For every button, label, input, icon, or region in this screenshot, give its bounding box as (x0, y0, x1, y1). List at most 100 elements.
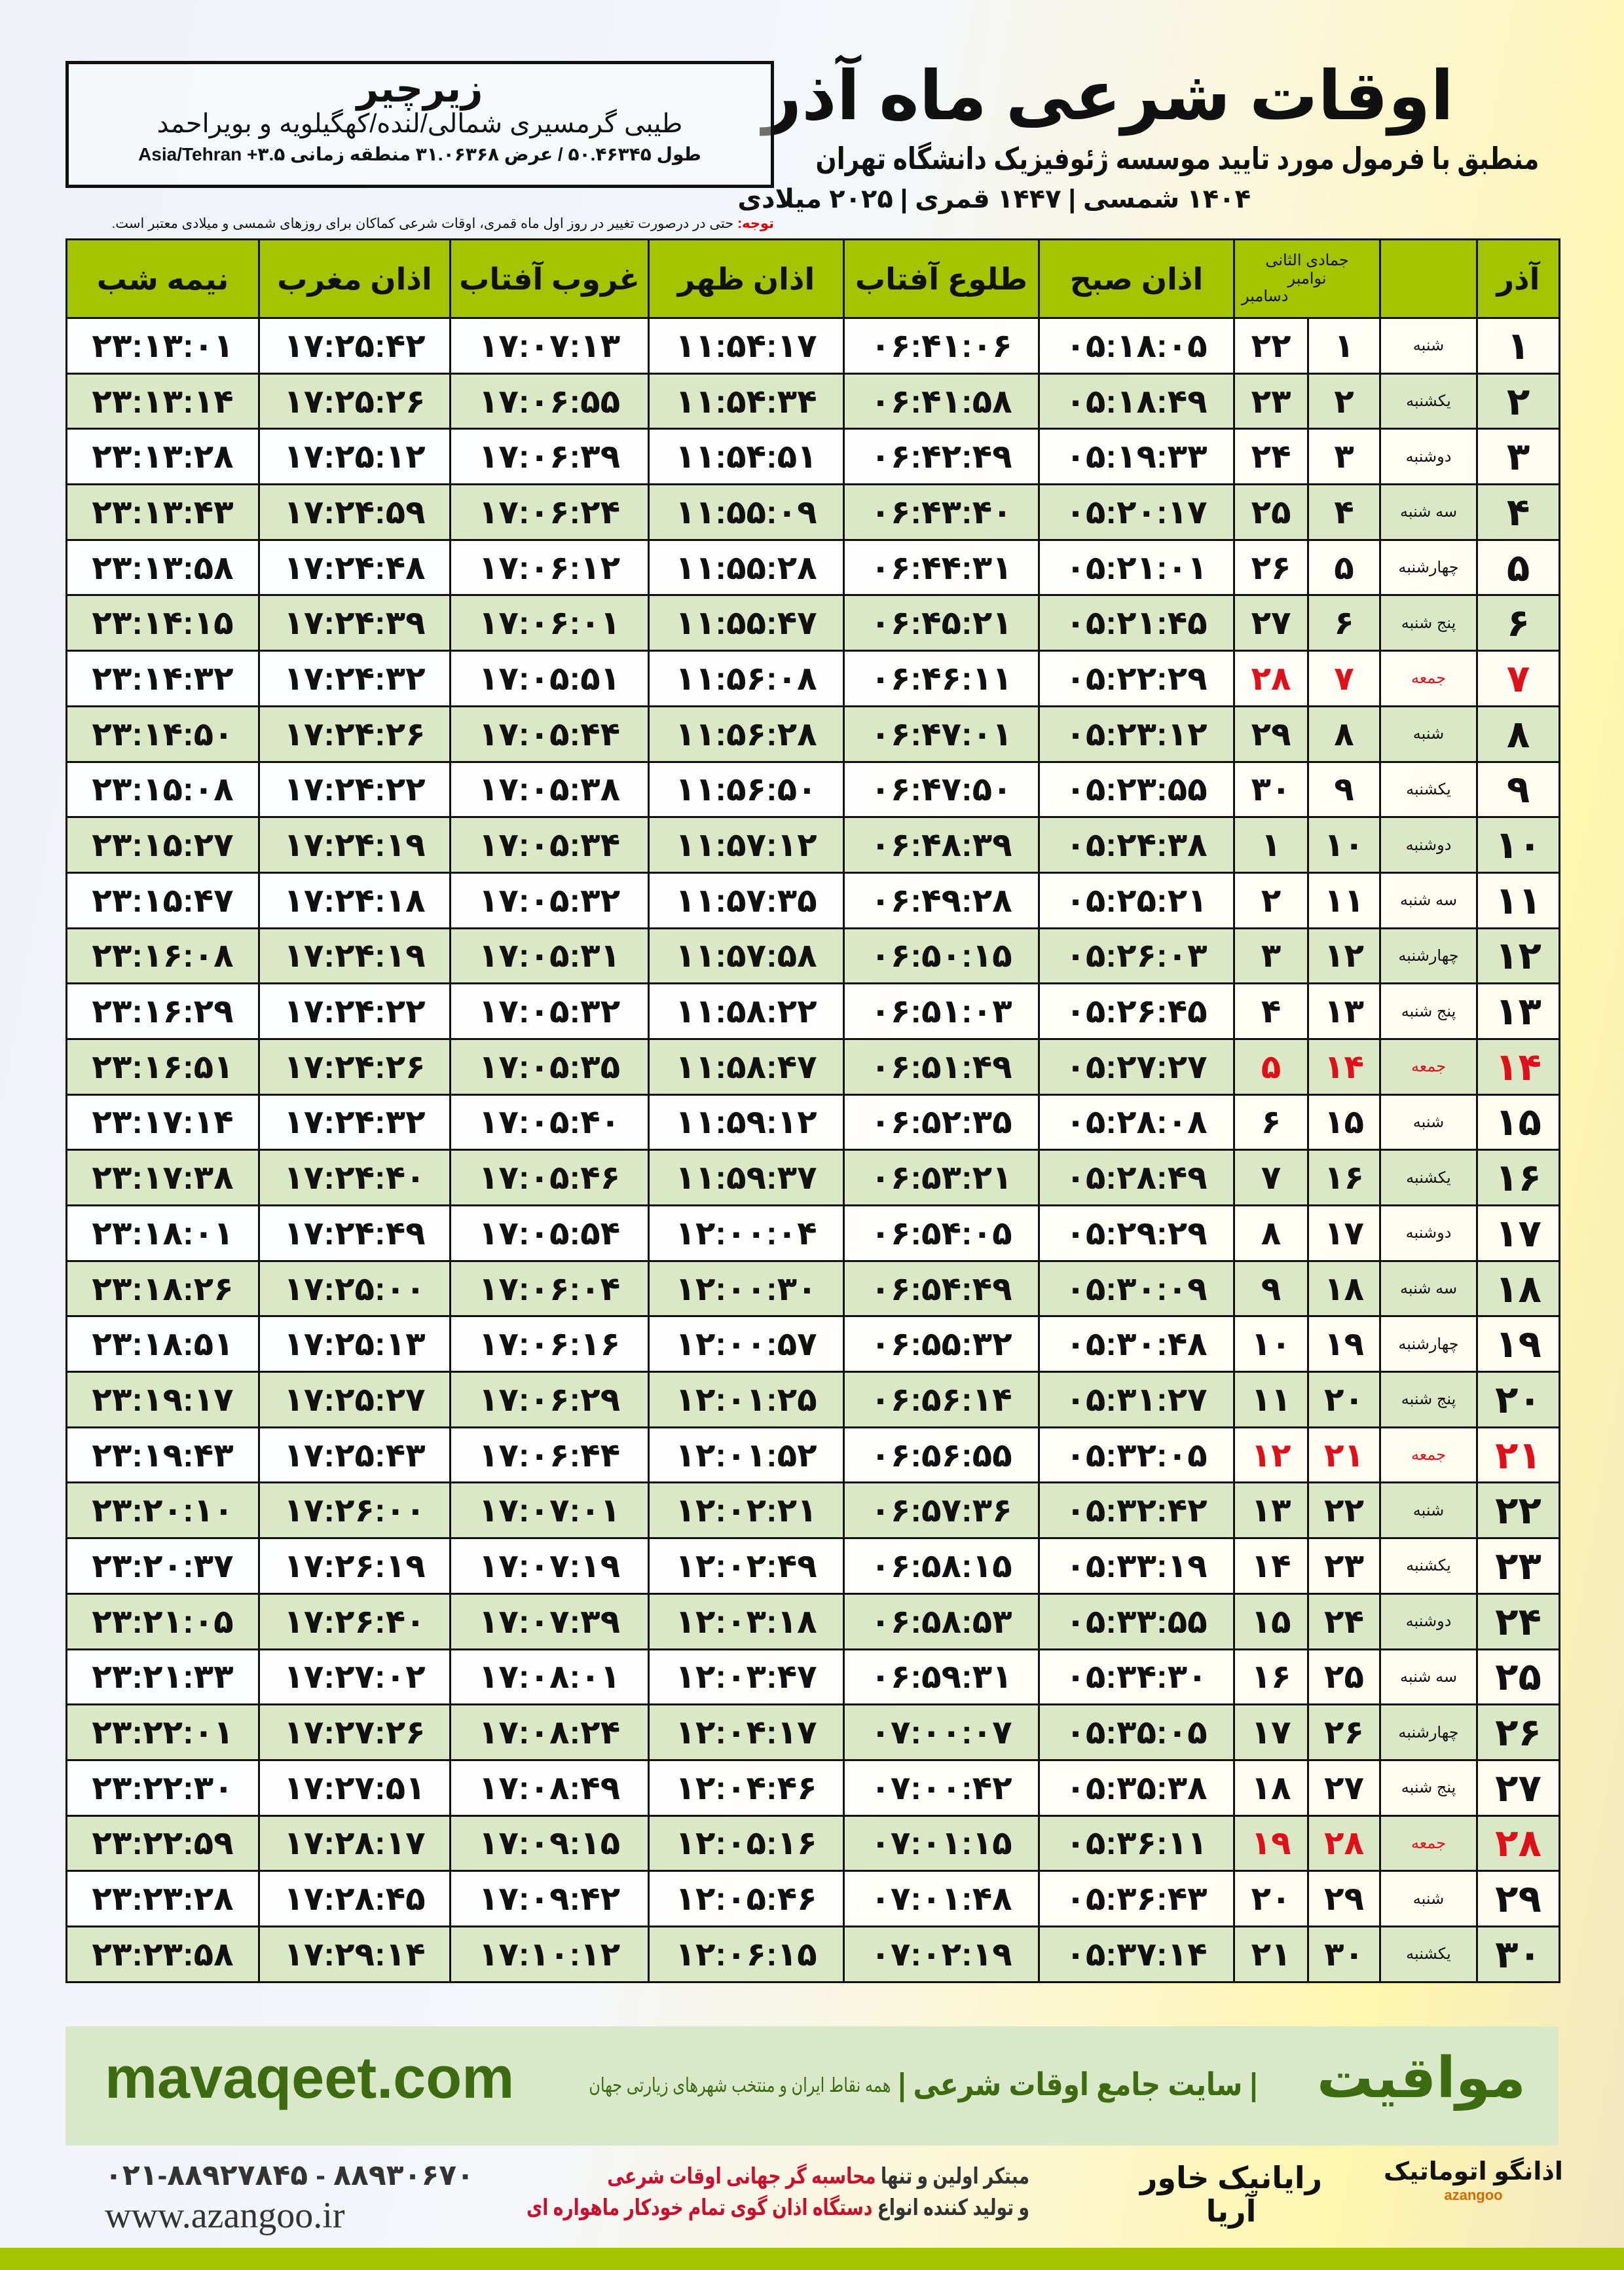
table-row: ۲۲ شنبه ۲۲ ۱۳ ۰۵:۳۲:۴۲ ۰۶:۵۷:۳۶ ۱۲:۰۲:۲۱ ۱۷:۰۷:… (65, 1481, 1561, 1540)
cell-fajr: ۰۵:۲۴:۳۸ (1038, 816, 1235, 874)
header-sunrise: طلوع آفتاب (843, 238, 1040, 319)
cell-weekday: شنبه (1379, 1481, 1479, 1540)
cell-sunrise: ۰۶:۵۸:۵۳ (843, 1592, 1040, 1650)
cell-day: ۲۱ (1476, 1426, 1561, 1484)
cell-midnight: ۲۳:۱۹:۱۷ (65, 1371, 260, 1428)
cell-dhuhr: ۱۲:۰۱:۵۲ (648, 1426, 845, 1484)
cell-fajr: ۰۵:۲۸:۴۹ (1038, 1149, 1235, 1206)
cell-day: ۲۴ (1476, 1592, 1561, 1650)
table-row: ۷ جمعه ۷ ۲۸ ۰۵:۲۲:۲۹ ۰۶:۴۶:۱۱ ۱۱:۵۶:۰۸ ۱۷:۰۵:۵۱… (65, 650, 1561, 707)
cell-dhuhr: ۱۱:۵۶:۵۰ (648, 760, 845, 819)
cell-sunset: ۱۷:۰۷:۳۹ (449, 1592, 650, 1650)
cell-midnight: ۲۳:۲۱:۰۵ (65, 1592, 260, 1650)
cell-sunset: ۱۷:۰۵:۳۸ (449, 760, 650, 819)
cell-day: ۱۷ (1476, 1204, 1561, 1262)
header-hijri: جمادی الثانی (1265, 251, 1349, 270)
cell-day: ۲۲ (1476, 1481, 1561, 1540)
cell-greg-day: ۷ (1232, 1149, 1310, 1206)
note-label: توجه: (737, 216, 774, 231)
table-row: ۱۳ پنج شنبه ۱۳ ۴ ۰۵:۲۶:۴۵ ۰۶:۵۱:۰۳ ۱۱:۵۸:۲۲ ۱۷:… (65, 982, 1561, 1040)
note: توجه: حتی در درصورت تغییر در روز اول ماه… (65, 216, 774, 231)
cell-dhuhr: ۱۲:۰۴:۱۷ (648, 1703, 845, 1761)
cell-greg-day: ۲۷ (1232, 594, 1310, 652)
cell-maghrib: ۱۷:۲۹:۱۴ (258, 1925, 451, 1983)
table-row: ۱۱ سه شنبه ۱۱ ۲ ۰۵:۲۵:۲۱ ۰۶:۴۹:۲۸ ۱۱:۵۷:۳۵ ۱۷:۰… (65, 871, 1561, 929)
cell-weekday: سه شنبه (1379, 1648, 1479, 1706)
cell-dhuhr: ۱۲:۰۶:۱۵ (648, 1925, 845, 1983)
cell-dhuhr: ۱۲:۰۵:۴۶ (648, 1870, 845, 1927)
cell-maghrib: ۱۷:۲۴:۴۹ (258, 1204, 451, 1262)
cell-dhuhr: ۱۲:۰۰:۵۷ (648, 1315, 845, 1373)
cell-hijri-day: ۱ (1307, 317, 1382, 375)
cell-greg-day: ۳۰ (1232, 760, 1310, 819)
cell-midnight: ۲۳:۱۷:۱۴ (65, 1093, 260, 1151)
cell-hijri-day: ۱۰ (1307, 816, 1382, 874)
cell-greg-day: ۲۹ (1232, 705, 1310, 763)
slogan: | سایت جامع اوقات شرعی | (898, 2068, 1257, 2102)
promo-text: مبتکر اولین و تنها محاسبه گر جهانی اوقات… (526, 2161, 1087, 2223)
cell-day: ۲۷ (1476, 1758, 1561, 1817)
site-link[interactable]: mavaqeet.com (105, 2045, 515, 2111)
table-row: ۲۹ شنبه ۲۹ ۲۰ ۰۵:۳۶:۴۳ ۰۷:۰۱:۴۸ ۱۲:۰۵:۴۶ ۱۷:۰۹:… (65, 1870, 1561, 1927)
cell-fajr: ۰۵:۳۴:۳۰ (1038, 1648, 1235, 1706)
header-hijri-greg: جمادی الثانی نوامبر دسامبر (1232, 238, 1382, 319)
cell-greg-day: ۱۹ (1232, 1814, 1310, 1872)
cell-maghrib: ۱۷:۲۴:۳۹ (258, 594, 451, 652)
cell-midnight: ۲۳:۱۷:۳۸ (65, 1149, 260, 1206)
cell-sunrise: ۰۶:۴۷:۵۰ (843, 760, 1040, 819)
table-row: ۵ چهارشنبه ۵ ۲۶ ۰۵:۲۱:۰۱ ۰۶:۴۴:۳۱ ۱۱:۵۵:۲۸ ۱۷:۰… (65, 538, 1561, 597)
cell-hijri-day: ۸ (1307, 705, 1382, 763)
table-row: ۲۵ سه شنبه ۲۵ ۱۶ ۰۵:۳۴:۳۰ ۰۶:۵۹:۳۱ ۱۲:۰۳:۴۷ ۱۷:… (65, 1648, 1561, 1706)
cell-greg-day: ۲۴ (1232, 428, 1310, 486)
cell-sunrise: ۰۶:۴۷:۰۱ (843, 705, 1040, 763)
cell-dhuhr: ۱۲:۰۴:۴۶ (648, 1758, 845, 1817)
cell-maghrib: ۱۷:۲۴:۴۰ (258, 1149, 451, 1206)
cell-hijri-day: ۳۰ (1307, 1925, 1382, 1983)
cell-day: ۱۰ (1476, 816, 1561, 874)
cell-greg-day: ۲۳ (1232, 372, 1310, 430)
cell-dhuhr: ۱۱:۵۴:۳۴ (648, 372, 845, 430)
cell-weekday: سه شنبه (1379, 483, 1479, 541)
cell-sunset: ۱۷:۰۵:۴۶ (449, 1149, 650, 1206)
azangoo-link[interactable]: www.azangoo.ir (105, 2195, 345, 2236)
cell-dhuhr: ۱۲:۰۳:۴۷ (648, 1648, 845, 1706)
cell-fajr: ۰۵:۲۳:۵۵ (1038, 760, 1235, 819)
cell-greg-day: ۲۸ (1232, 650, 1310, 707)
cell-dhuhr: ۱۱:۵۴:۱۷ (648, 317, 845, 375)
cell-sunrise: ۰۶:۴۱:۵۸ (843, 372, 1040, 430)
cell-midnight: ۲۳:۱۴:۱۵ (65, 594, 260, 652)
cell-hijri-day: ۲۹ (1307, 1870, 1382, 1927)
cell-greg-day: ۲ (1232, 871, 1310, 929)
header-weekday (1379, 238, 1479, 319)
cell-hijri-day: ۲۶ (1307, 1703, 1382, 1761)
cell-fajr: ۰۵:۲۷:۲۷ (1038, 1037, 1235, 1096)
cell-greg-day: ۱۲ (1232, 1426, 1310, 1484)
cell-hijri-day: ۱۷ (1307, 1204, 1382, 1262)
cell-hijri-day: ۱۳ (1307, 982, 1382, 1040)
table-row: ۱۵ شنبه ۱۵ ۶ ۰۵:۲۸:۰۸ ۰۶:۵۲:۳۵ ۱۱:۵۹:۱۲ ۱۷:۰۵:۴… (65, 1093, 1561, 1151)
cell-fajr: ۰۵:۳۷:۱۴ (1038, 1925, 1235, 1983)
cell-maghrib: ۱۷:۲۴:۲۶ (258, 1037, 451, 1096)
cell-hijri-day: ۱۱ (1307, 871, 1382, 929)
cell-greg-day: ۱۶ (1232, 1648, 1310, 1706)
cell-hijri-day: ۵ (1307, 538, 1382, 597)
cell-sunrise: ۰۷:۰۰:۴۲ (843, 1758, 1040, 1817)
table-row: ۲۰ پنج شنبه ۲۰ ۱۱ ۰۵:۳۱:۲۷ ۰۶:۵۶:۱۴ ۱۲:۰۱:۲۵ ۱۷… (65, 1371, 1561, 1428)
cell-day: ۲۰ (1476, 1371, 1561, 1428)
cell-dhuhr: ۱۱:۵۵:۴۷ (648, 594, 845, 652)
cell-sunset: ۱۷:۰۵:۳۵ (449, 1037, 650, 1096)
cell-maghrib: ۱۷:۲۴:۱۹ (258, 927, 451, 985)
cell-hijri-day: ۲ (1307, 372, 1382, 430)
table-row: ۱۴ جمعه ۱۴ ۵ ۰۵:۲۷:۲۷ ۰۶:۵۱:۴۹ ۱۱:۵۸:۴۷ ۱۷:۰۵:۳… (65, 1037, 1561, 1096)
cell-day: ۱۶ (1476, 1149, 1561, 1206)
cell-sunset: ۱۷:۰۵:۴۴ (449, 705, 650, 763)
cell-weekday: یکشنبه (1379, 1149, 1479, 1206)
footer-banner (65, 2026, 1559, 2146)
rayanik-logo: رایانیک خاور آریا (1139, 2161, 1323, 2228)
cell-weekday: جمعه (1379, 1037, 1479, 1096)
cell-sunrise: ۰۶:۵۹:۳۱ (843, 1648, 1040, 1706)
azangoo-logo-fa: اذانگو اتوماتیک (1384, 2158, 1563, 2186)
subtitle: منطبق با فرمول مورد تایید موسسه ژئوفیزیک… (815, 141, 1539, 176)
cell-midnight: ۲۳:۱۶:۰۸ (65, 927, 260, 985)
cell-midnight: ۲۳:۲۳:۵۸ (65, 1925, 260, 1983)
